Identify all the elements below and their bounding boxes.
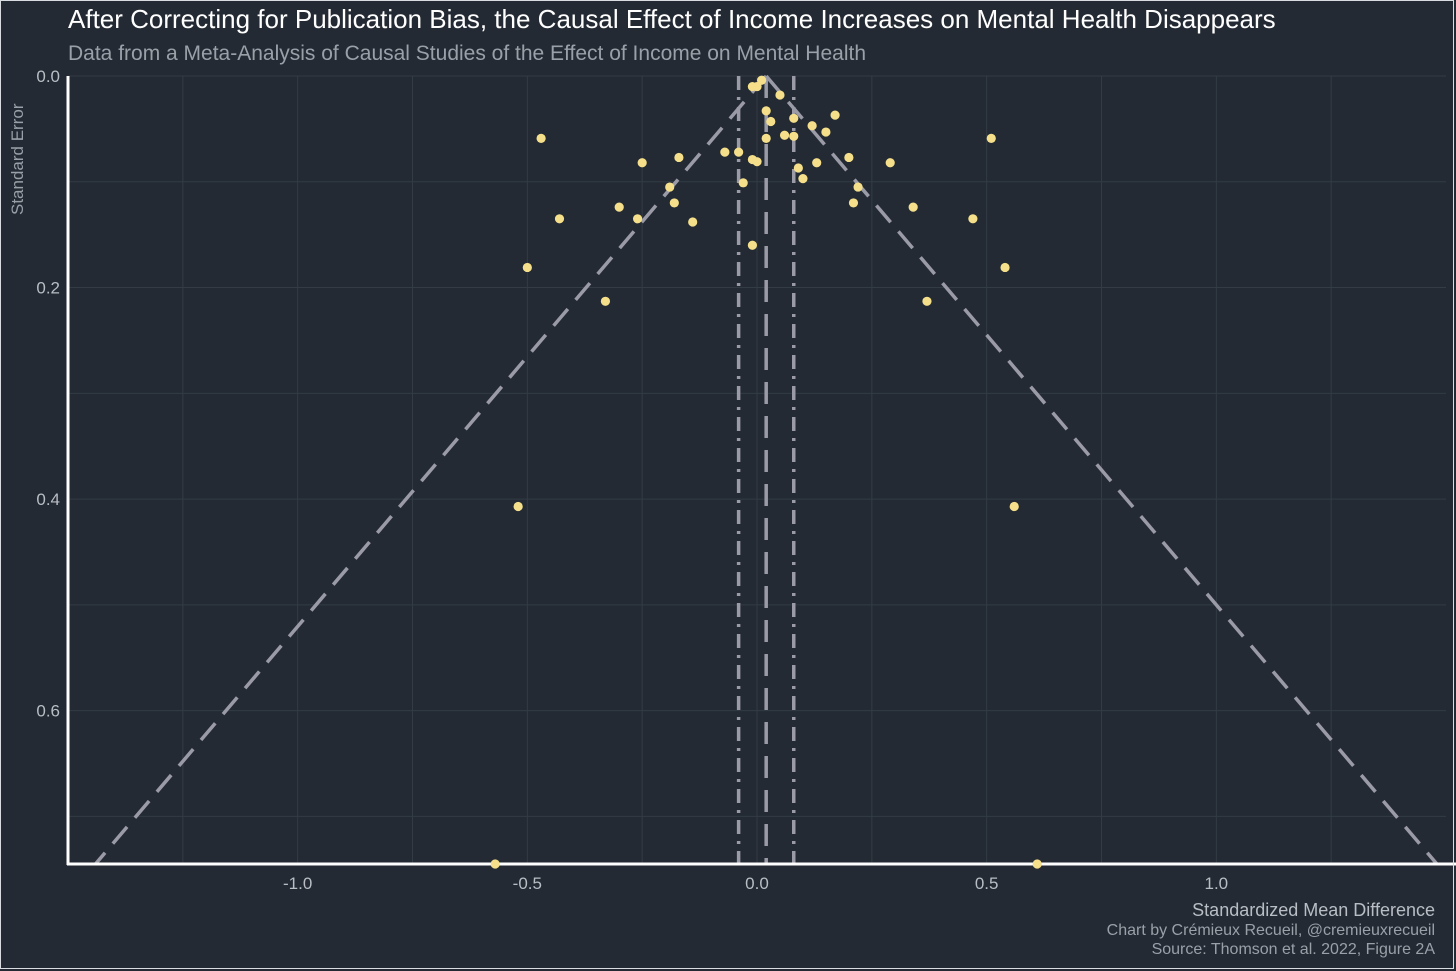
data-point: [761, 106, 771, 116]
chart-credit: Chart by Crémieux Recueil, @cremieuxrecu…: [1106, 922, 1435, 939]
data-point: [1032, 859, 1042, 869]
data-point: [844, 152, 854, 163]
y-tick-label: 0.2: [36, 279, 60, 298]
data-point: [793, 163, 803, 173]
data-point: [908, 202, 918, 212]
data-point: [513, 501, 523, 512]
reference-lines: [94, 74, 1439, 866]
chart-title: After Correcting for Publication Bias, t…: [68, 4, 1276, 34]
data-point: [968, 214, 978, 224]
data-point: [821, 127, 831, 137]
data-points: [490, 75, 1042, 869]
data-point: [761, 133, 771, 144]
x-axis-label: Standardized Mean Difference: [1192, 900, 1435, 920]
data-point: [738, 178, 748, 188]
data-point: [779, 130, 790, 140]
data-point: [490, 859, 500, 869]
data-point: [789, 131, 799, 141]
chart-source: Source: Thomson et al. 2022, Figure 2A: [1151, 941, 1435, 958]
data-point: [554, 214, 565, 224]
data-point: [885, 158, 895, 168]
x-tick-label: 0.0: [745, 874, 769, 893]
data-point: [766, 116, 776, 127]
data-point: [986, 133, 996, 144]
data-point: [720, 147, 730, 157]
data-point: [669, 198, 679, 208]
data-point: [632, 214, 643, 224]
data-point: [674, 152, 684, 163]
data-point: [747, 240, 758, 250]
data-point: [807, 121, 817, 131]
data-point: [536, 133, 546, 144]
x-tick-label: 0.5: [975, 874, 999, 893]
data-point: [830, 110, 840, 120]
data-point: [637, 158, 647, 168]
data-point: [1000, 262, 1010, 273]
data-point: [522, 262, 532, 273]
data-point: [1009, 501, 1019, 512]
data-point: [688, 217, 698, 227]
data-point: [752, 157, 762, 167]
data-point: [734, 147, 744, 157]
funnel-line-left: [94, 74, 768, 866]
data-point: [752, 81, 762, 92]
y-tick-label: 0.4: [36, 490, 60, 509]
data-point: [798, 173, 808, 184]
grid-lines: [68, 75, 1446, 864]
x-tick-label: 1.0: [1205, 874, 1229, 893]
data-point: [789, 113, 799, 123]
chart-subtitle: Data from a Meta-Analysis of Causal Stud…: [68, 42, 867, 65]
funnel-line-right: [764, 74, 1439, 866]
data-point: [775, 90, 785, 100]
data-point: [848, 198, 859, 208]
y-tick-label: 0.0: [36, 67, 60, 86]
tick-labels: -1.0 -0.5 0.0 0.5 1.0 0.0 0.2 0.4 0.6: [36, 67, 1228, 893]
axes: [66, 76, 1456, 866]
data-point: [812, 158, 822, 168]
x-tick-label: -0.5: [513, 874, 542, 893]
data-point: [922, 296, 932, 306]
data-point: [665, 182, 675, 192]
data-point: [756, 75, 767, 85]
data-point: [614, 202, 624, 212]
data-point: [853, 182, 863, 192]
x-tick-label: -1.0: [283, 874, 312, 893]
y-tick-label: 0.6: [36, 702, 60, 721]
data-point: [600, 296, 611, 306]
